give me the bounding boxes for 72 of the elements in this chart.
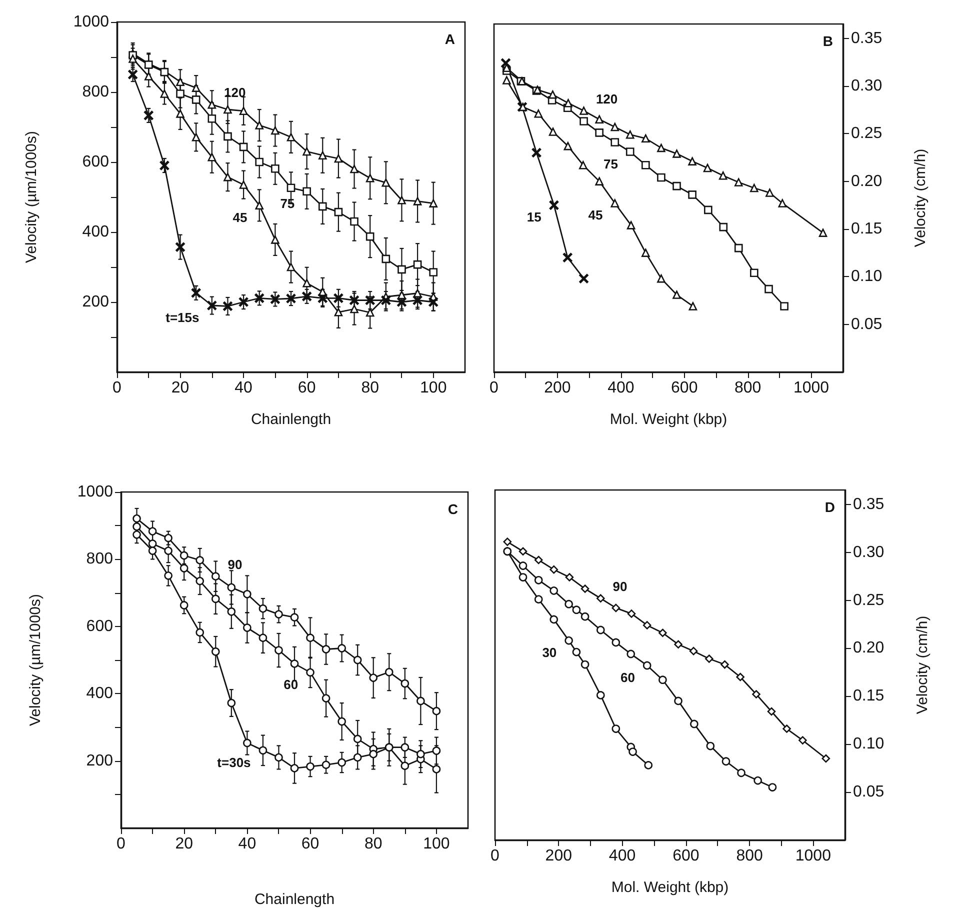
series-label: 45 bbox=[588, 208, 603, 223]
series-label: 30 bbox=[542, 645, 557, 660]
y-axis-title: Velocity (cm/h) bbox=[914, 616, 931, 714]
series-label: 45 bbox=[232, 210, 248, 225]
x-tick-label: 1000 bbox=[793, 380, 830, 396]
x-tick-label: 400 bbox=[608, 848, 636, 864]
x-axis-title: Mol. Weight (kbp) bbox=[611, 879, 729, 896]
x-tick-label: 200 bbox=[544, 380, 571, 396]
y-tick-label: 0.30 bbox=[851, 77, 882, 94]
annotation: A bbox=[444, 31, 456, 47]
annotation: D bbox=[824, 499, 836, 515]
x-tick-label: 40 bbox=[234, 380, 253, 396]
y-tick-label: 0.35 bbox=[851, 30, 882, 47]
annotation: B bbox=[822, 33, 834, 49]
x-tick-label: 400 bbox=[608, 380, 634, 396]
x-tick-label: 0 bbox=[116, 836, 126, 852]
y-tick-label: 0.10 bbox=[851, 268, 882, 286]
x-tick-label: 20 bbox=[171, 380, 190, 396]
y-tick-label: 0.15 bbox=[851, 220, 882, 238]
y-tick-label: 200 bbox=[86, 752, 114, 770]
y-tick-label: 0.25 bbox=[853, 592, 884, 609]
x-tick-label: 1000 bbox=[795, 848, 832, 864]
annotation: C bbox=[448, 501, 458, 517]
x-tick-label: 60 bbox=[301, 836, 320, 852]
y-axis-title: Velocity (µm/1000s) bbox=[23, 130, 40, 264]
x-tick-label: 0 bbox=[490, 848, 500, 864]
x-tick-label: 800 bbox=[736, 848, 763, 864]
x-tick-label: 60 bbox=[298, 380, 316, 396]
y-tick-label: 0.25 bbox=[851, 125, 882, 142]
y-tick-label: 0.10 bbox=[853, 736, 884, 753]
series-label: 90 bbox=[228, 556, 242, 572]
y-tick-label: 0.20 bbox=[853, 640, 884, 657]
x-tick-label: 100 bbox=[423, 836, 450, 852]
x-tick-label: 600 bbox=[671, 380, 698, 396]
y-tick-label: 400 bbox=[86, 685, 114, 702]
y-tick-label: 1000 bbox=[73, 14, 110, 30]
y-tick-label: 0.30 bbox=[853, 544, 884, 561]
x-tick-label: 0 bbox=[490, 380, 499, 396]
series-label: t=30s bbox=[217, 754, 251, 770]
y-axis-title: Velocity (µm/1000s) bbox=[27, 594, 44, 726]
y-tick-label: 600 bbox=[86, 618, 114, 635]
x-tick-label: 200 bbox=[545, 848, 572, 864]
y-tick-label: 800 bbox=[82, 84, 110, 100]
series-label: 120 bbox=[224, 85, 246, 100]
series-label: t=15s bbox=[166, 310, 200, 325]
x-tick-label: 20 bbox=[175, 836, 194, 852]
series-label: 90 bbox=[612, 578, 628, 594]
y-tick-label: 0.15 bbox=[853, 688, 884, 705]
x-tick-label: 100 bbox=[420, 380, 447, 396]
x-tick-label: 600 bbox=[672, 848, 700, 864]
y-axis-title: Velocity (cm/h) bbox=[912, 148, 929, 248]
y-tick-label: 800 bbox=[86, 550, 114, 568]
series-label: 60 bbox=[620, 670, 635, 685]
y-tick-label: 400 bbox=[82, 224, 110, 240]
series-label: 120 bbox=[596, 91, 618, 106]
x-tick-label: 0 bbox=[112, 380, 122, 396]
y-tick-label: 600 bbox=[82, 154, 110, 170]
x-tick-label: 80 bbox=[364, 836, 382, 852]
y-tick-label: 0.05 bbox=[851, 316, 882, 333]
x-tick-label: 40 bbox=[238, 836, 256, 852]
y-tick-label: 0.20 bbox=[851, 172, 882, 190]
x-axis-title: Chainlength bbox=[250, 411, 332, 428]
y-tick-label: 200 bbox=[82, 294, 110, 310]
y-tick-label: 0.35 bbox=[853, 496, 884, 513]
x-tick-label: 800 bbox=[734, 380, 762, 396]
y-tick-label: 1000 bbox=[77, 484, 114, 500]
x-axis-title: Mol. Weight (kbp) bbox=[610, 411, 728, 428]
y-tick-label: 0.05 bbox=[853, 784, 884, 801]
series-label: 75 bbox=[603, 156, 618, 172]
series-label: 15 bbox=[526, 210, 542, 225]
x-tick-label: 80 bbox=[361, 380, 380, 396]
x-axis-title: Chainlength bbox=[254, 891, 335, 908]
